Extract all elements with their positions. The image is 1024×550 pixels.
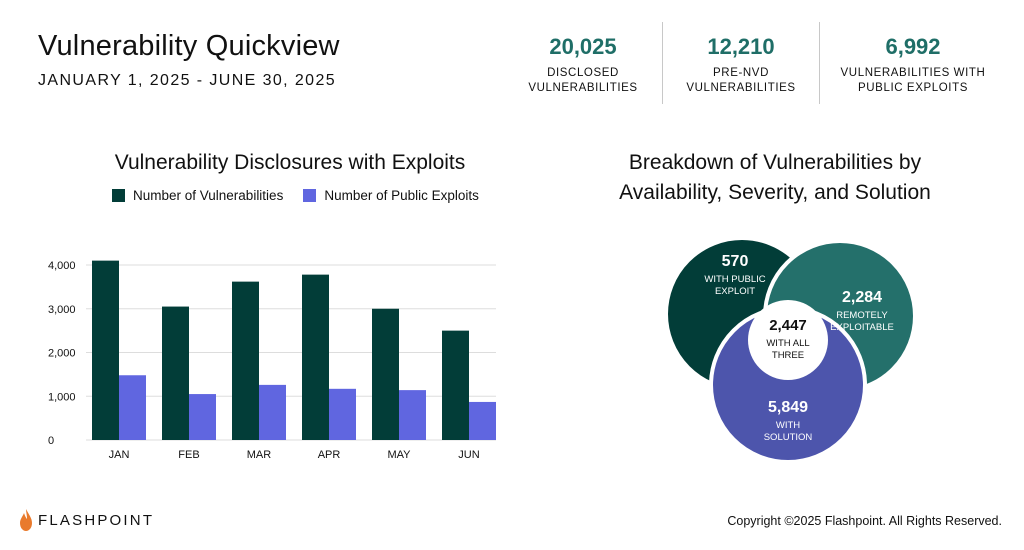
set-label: WITH PUBLIC [704, 274, 765, 285]
stat-label: DISCLOSED VULNERABILITIES [528, 67, 638, 94]
page-title: Vulnerability Quickview [38, 30, 340, 62]
bar-exploits [469, 401, 496, 440]
date-range: JANUARY 1, 2025 - JUNE 30, 2025 [38, 72, 337, 89]
stat-disclosed: 20,025 DISCLOSED VULNERABILITIES [522, 34, 644, 96]
bar-chart-legend: Number of Vulnerabilities Number of Publ… [112, 188, 499, 203]
bar-vulnerabilities [162, 306, 189, 440]
intersection-value: 2,447 [769, 317, 807, 334]
bar-vulnerabilities [232, 281, 259, 440]
stat-value: 6,992 [885, 34, 941, 59]
bar-exploits [119, 375, 146, 440]
y-tick-label: 0 [48, 435, 54, 447]
set-value: 2,284 [842, 289, 882, 306]
brand-wordmark: FLASHPOINT [38, 511, 155, 529]
bar-vulnerabilities [92, 260, 119, 440]
x-tick-label: MAY [387, 449, 411, 461]
stat-public-exploits: 6,992 VULNERABILITIES WITH PUBLIC EXPLOI… [832, 34, 994, 96]
legend-swatch [303, 189, 317, 202]
legend-swatch [112, 189, 125, 202]
legend-label: Number of Vulnerabilities [133, 188, 284, 203]
flame-icon [20, 509, 32, 531]
bar-vulnerabilities [442, 330, 469, 440]
set-label: WITH [776, 420, 800, 431]
stat-pre-nvd: 12,210 PRE-NVD VULNERABILITIES [680, 34, 802, 96]
legend-item-vulnerabilities: Number of Vulnerabilities [112, 188, 283, 203]
set-label: SOLUTION [764, 432, 813, 443]
y-tick-label: 4,000 [48, 260, 76, 272]
bar-exploits [399, 390, 426, 440]
stat-label: VULNERABILITIES WITH PUBLIC EXPLOITS [840, 67, 986, 94]
intersection-center [748, 300, 828, 380]
legend-label: Number of Public Exploits [324, 188, 479, 203]
bar-exploits [259, 384, 286, 440]
x-tick-label: APR [318, 449, 341, 461]
intersection-label: WITH ALL [766, 338, 809, 349]
x-tick-label: JUN [458, 449, 479, 461]
x-tick-label: JAN [109, 449, 130, 461]
stat-divider [662, 22, 663, 104]
set-label: EXPLOITABLE [830, 322, 894, 333]
y-tick-label: 2,000 [48, 348, 76, 360]
x-tick-label: MAR [247, 449, 272, 461]
venn-title-line: Availability, Severity, and Solution [619, 181, 931, 204]
bar-chart: 0 1,000 2,000 3,000 4,000 JAN FEB MAR APR MAY JUN [48, 260, 496, 461]
bar-exploits [189, 394, 216, 440]
y-tick-label: 3,000 [48, 304, 76, 316]
bar-vulnerabilities [302, 274, 329, 440]
y-tick-label: 1,000 [48, 391, 76, 403]
venn-title-line: Breakdown of Vulnerabilities by [628, 151, 922, 174]
set-label: EXPLOIT [715, 286, 755, 297]
flashpoint-logo: FLASHPOINT [20, 509, 154, 531]
set-value: 5,849 [768, 399, 808, 416]
legend-item-exploits: Number of Public Exploits [303, 188, 479, 203]
venn-chart-title: Breakdown of Vulnerabilities by Availabi… [580, 148, 970, 208]
stat-value: 12,210 [707, 34, 775, 59]
x-tick-label: FEB [178, 449, 199, 461]
stat-label: PRE-NVD VULNERABILITIES [686, 67, 796, 94]
bar-chart-title: Vulnerability Disclosures with Exploits [114, 151, 466, 174]
intersection-label: THREE [772, 350, 804, 361]
stat-divider [819, 22, 820, 104]
bar-exploits [329, 388, 356, 440]
stat-value: 20,025 [549, 34, 617, 59]
bar-vulnerabilities [372, 308, 399, 440]
set-label: REMOTELY [836, 310, 888, 321]
set-value: 570 [722, 253, 749, 270]
copyright: Copyright ©2025 Flashpoint. All Rights R… [727, 514, 1002, 528]
